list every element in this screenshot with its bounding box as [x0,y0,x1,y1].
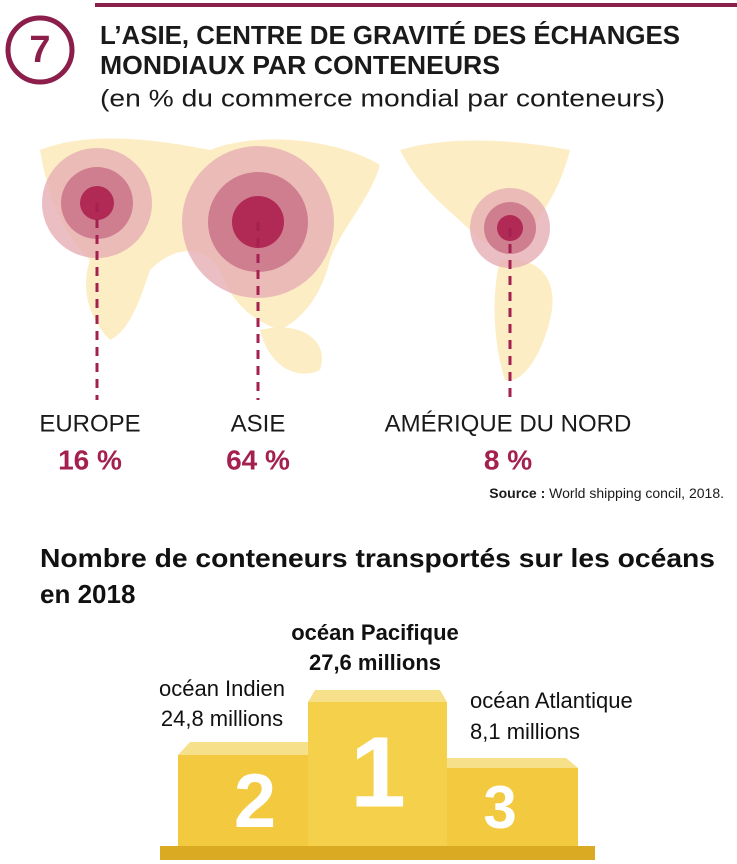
asia-bubble [182,146,334,400]
ocean-name: océan Indien [159,676,285,701]
ocean-count: 8,1 millions [470,719,580,744]
title-line: MONDIAUX PAR CONTENEURS [100,50,500,80]
subtitle: (en % du commerce mondial par conteneurs… [100,85,665,112]
source-label: Source : [489,485,545,501]
america-bubble [470,188,550,400]
number-badge [5,15,75,85]
badge-number: 7 [29,29,50,71]
region-share: 16 % [58,444,122,475]
rank: 2 [234,759,276,844]
rank: 1 [350,716,406,828]
source-text: World shipping concil, 2018. [549,485,724,501]
region-share: 64 % [226,444,290,475]
region-name: AMÉRIQUE DU NORD [385,410,632,437]
region-name: EUROPE [39,410,140,437]
ocean-name: océan Pacifique [291,620,459,645]
region-name: ASIE [231,410,286,437]
ocean-name: océan Atlantique [470,688,633,713]
europe-bubble [42,148,152,400]
rank: 3 [483,774,516,841]
section-title: Nombre de conteneurs transportés sur les… [40,543,715,573]
section-title: en 2018 [40,579,135,609]
title-line: L’ASIE, CENTRE DE GRAVITÉ DES ÉCHANGES [100,20,680,50]
ocean-count: 24,8 millions [161,706,283,731]
source: Source : World shipping concil, 2018. [489,485,724,501]
region-share: 8 % [484,444,532,475]
podium [160,690,595,860]
ocean-count: 27,6 millions [309,650,441,675]
